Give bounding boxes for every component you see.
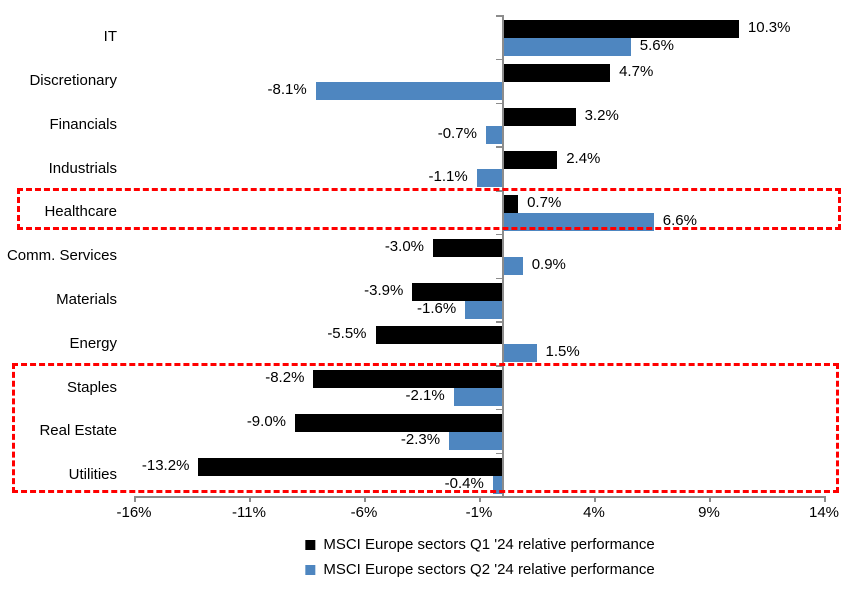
y-axis-tick [496, 190, 502, 192]
value-label-q2-5: 0.9% [531, 255, 566, 273]
value-label-q1-0: 10.3% [747, 19, 791, 36]
category-label-9: Real Estate [39, 422, 117, 440]
x-axis-tick-6 [824, 496, 826, 503]
y-axis-tick [496, 365, 502, 367]
value-label-q2-2: -0.7% [437, 124, 477, 142]
legend-item-q2: MSCI Europe sectors Q2 '24 relative perf… [305, 561, 655, 578]
x-axis-tick-label-1: -11% [232, 504, 266, 522]
category-label-1: Discretionary [29, 72, 117, 90]
value-label-q1-4: 0.7% [527, 194, 562, 212]
value-label-q2-3: -1.1% [428, 168, 468, 186]
bar-q2-0 [502, 38, 631, 56]
y-axis-tick [496, 452, 502, 455]
x-axis-tick-label-6: 14% [808, 504, 840, 522]
value-label-q2-4: 6.6% [662, 212, 697, 230]
value-label-q1-8: -8.2% [265, 369, 305, 387]
bar-q2-1 [315, 81, 502, 100]
y-axis-tick [496, 233, 502, 236]
category-label-2: Financials [49, 115, 117, 133]
y-axis-tick [496, 408, 502, 411]
category-label-7: Energy [69, 334, 117, 352]
x-axis-tick-3 [479, 496, 481, 503]
y-axis-line [502, 15, 504, 497]
x-axis-tick-0 [134, 496, 136, 503]
legend: MSCI Europe sectors Q1 '24 relative perf… [305, 536, 655, 578]
category-label-6: Materials [56, 290, 117, 308]
category-label-10: Utilities [68, 466, 117, 484]
value-label-q1-10: -13.2% [141, 456, 190, 474]
bar-q1-3 [502, 151, 558, 170]
y-axis-tick [496, 277, 502, 280]
value-label-q1-3: 2.4% [566, 150, 601, 168]
bar-q1-7 [375, 326, 502, 345]
y-axis-tick [496, 58, 502, 61]
value-label-q2-1: -8.1% [267, 80, 307, 98]
bar-q1-10 [198, 457, 502, 476]
bar-q1-0 [502, 20, 739, 38]
x-axis-tick-label-2: -6% [350, 504, 378, 522]
y-axis-tick [496, 146, 502, 148]
value-label-q1-7: -5.5% [327, 325, 367, 343]
x-axis-tick-5 [709, 496, 711, 503]
bar-q1-9 [295, 413, 502, 432]
bar-q1-1 [502, 63, 611, 82]
value-label-q2-0: 5.6% [639, 37, 674, 54]
legend-marker-q2-icon [305, 564, 316, 575]
x-axis-tick-label-5: 9% [698, 504, 720, 522]
value-label-q2-8: -2.1% [405, 387, 445, 405]
category-label-3: Industrials [48, 159, 117, 177]
category-label-5: Comm. Services [6, 247, 117, 265]
legend-label-q2: MSCI Europe sectors Q2 '24 relative perf… [323, 561, 655, 578]
highlight-box-0 [17, 187, 841, 231]
value-label-q2-6: -1.6% [417, 299, 457, 317]
x-axis-tick-2 [364, 496, 366, 503]
x-axis-tick-label-4: 4% [583, 504, 605, 522]
y-axis-tick [496, 102, 502, 105]
category-label-4: Healthcare [44, 203, 117, 221]
value-label-q1-6: -3.9% [364, 281, 404, 299]
value-label-q1-1: 4.7% [619, 62, 654, 80]
legend-marker-q1-icon [305, 539, 316, 550]
bar-q2-4 [502, 213, 654, 232]
legend-item-q1: MSCI Europe sectors Q1 '24 relative perf… [305, 536, 655, 553]
bar-q1-5 [433, 238, 502, 257]
x-axis-tick-1 [249, 496, 251, 503]
bar-q2-5 [502, 256, 523, 275]
value-label-q2-7: 1.5% [545, 343, 580, 361]
bar-q2-6 [465, 300, 502, 319]
highlight-box-1 [12, 362, 839, 493]
bar-q2-7 [502, 344, 537, 363]
legend-label-q1: MSCI Europe sectors Q1 '24 relative perf… [323, 536, 655, 553]
value-label-q1-5: -3.0% [384, 237, 424, 255]
bar-q2-3 [476, 169, 502, 188]
value-label-q1-2: 3.2% [584, 106, 619, 124]
bar-q1-4 [502, 195, 519, 214]
x-axis-tick-label-0: -16% [116, 504, 152, 522]
y-axis-tick [496, 321, 502, 323]
bar-q2-8 [453, 388, 502, 407]
bar-q2-9 [449, 431, 502, 450]
y-axis-tick [496, 15, 502, 17]
bar-q1-6 [412, 282, 502, 301]
value-label-q2-10: -0.4% [444, 474, 484, 492]
x-axis-tick-4 [594, 496, 596, 503]
bar-q2-10 [492, 475, 502, 494]
x-axis-tick-label-3: -1% [465, 504, 493, 522]
value-label-q1-9: -9.0% [246, 412, 286, 430]
value-label-q2-9: -2.3% [400, 430, 441, 448]
bar-q2-2 [485, 125, 502, 144]
bar-q1-8 [313, 370, 502, 389]
category-label-0: IT [103, 28, 117, 46]
bar-q1-2 [502, 107, 576, 126]
category-label-8: Staples [66, 378, 117, 396]
